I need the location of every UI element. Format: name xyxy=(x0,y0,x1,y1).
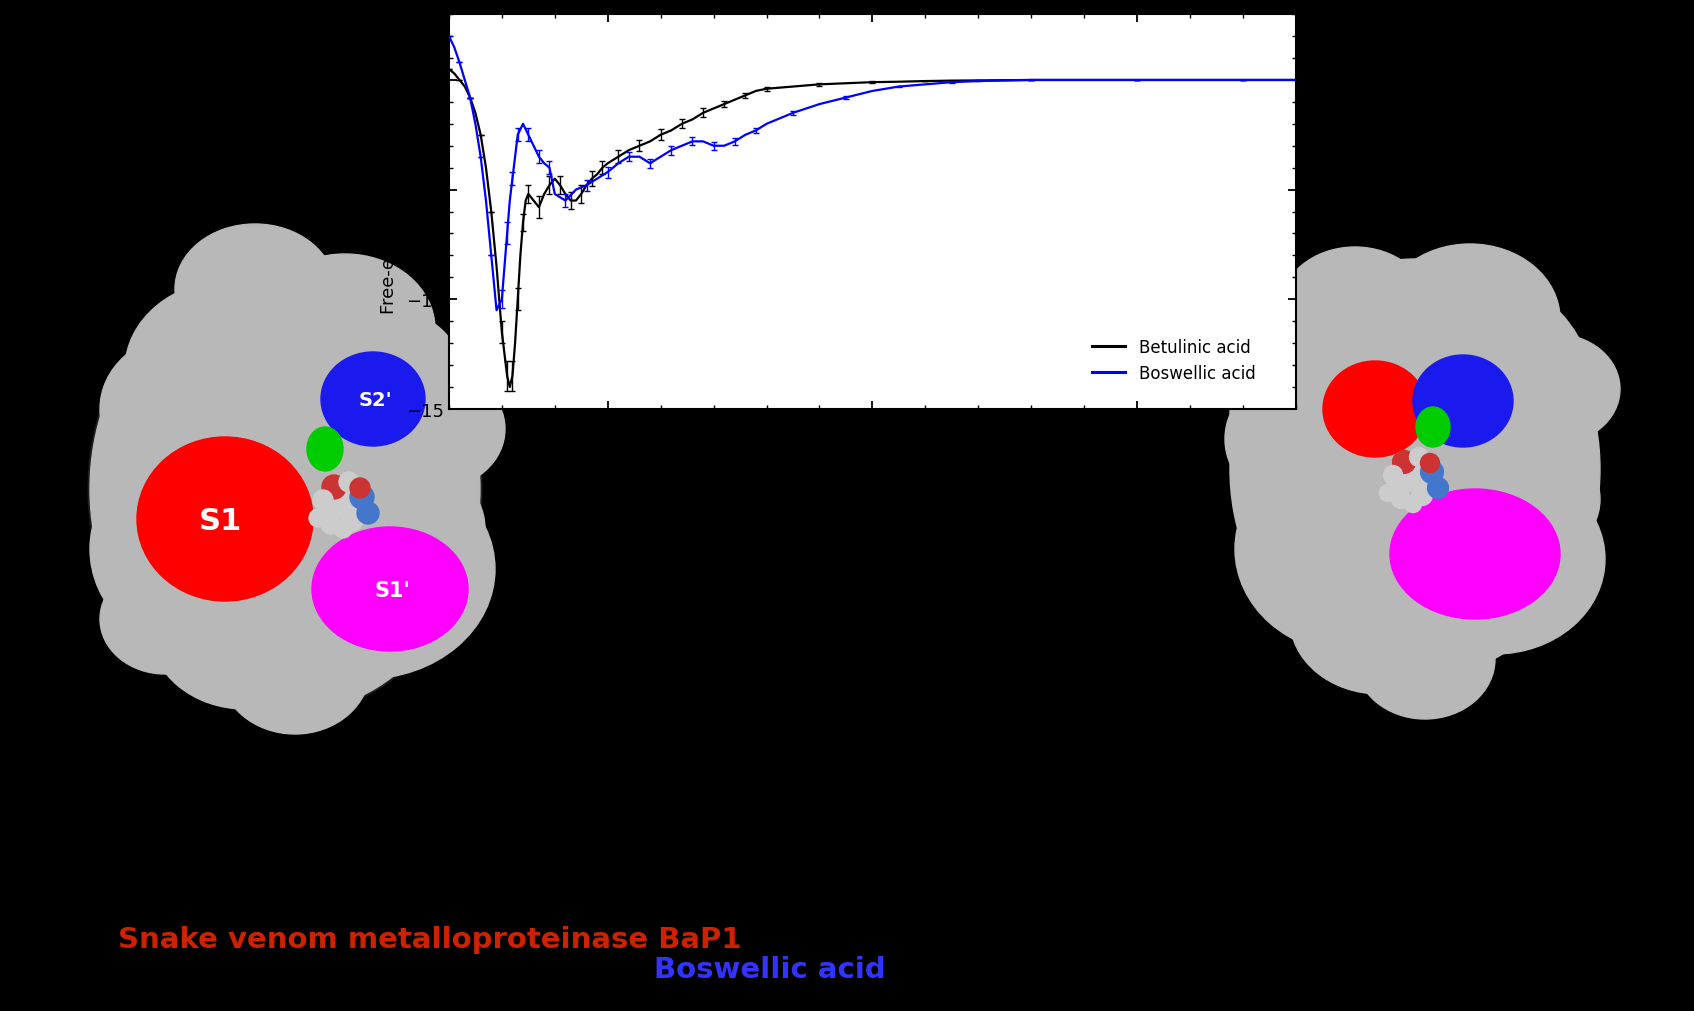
Ellipse shape xyxy=(100,564,230,674)
Circle shape xyxy=(1406,455,1426,476)
Circle shape xyxy=(322,475,346,499)
Circle shape xyxy=(1398,467,1423,492)
Ellipse shape xyxy=(151,549,340,710)
Ellipse shape xyxy=(1416,407,1450,448)
Ellipse shape xyxy=(235,460,495,679)
Ellipse shape xyxy=(174,224,335,355)
Ellipse shape xyxy=(1291,545,1470,695)
Ellipse shape xyxy=(310,309,461,430)
Ellipse shape xyxy=(88,263,483,716)
Ellipse shape xyxy=(325,460,484,600)
Ellipse shape xyxy=(1355,600,1496,719)
Circle shape xyxy=(335,479,357,501)
Circle shape xyxy=(339,472,359,492)
Ellipse shape xyxy=(1413,356,1513,448)
Ellipse shape xyxy=(1381,245,1560,394)
Circle shape xyxy=(308,510,327,528)
Ellipse shape xyxy=(1281,248,1430,372)
Text: S2': S2' xyxy=(357,391,391,410)
Circle shape xyxy=(1392,451,1416,474)
Ellipse shape xyxy=(1491,335,1619,445)
Ellipse shape xyxy=(125,280,346,460)
Ellipse shape xyxy=(151,270,461,549)
Ellipse shape xyxy=(364,370,505,489)
Ellipse shape xyxy=(312,528,468,651)
Text: Snake venom metalloproteinase BaP1: Snake venom metalloproteinase BaP1 xyxy=(119,925,742,953)
Circle shape xyxy=(1421,461,1443,484)
Circle shape xyxy=(1428,478,1448,499)
Circle shape xyxy=(1416,472,1440,495)
Ellipse shape xyxy=(1323,362,1426,458)
Ellipse shape xyxy=(1230,314,1440,504)
Ellipse shape xyxy=(1294,265,1596,535)
Ellipse shape xyxy=(1235,445,1475,654)
Circle shape xyxy=(1384,466,1403,485)
Circle shape xyxy=(351,485,374,510)
Circle shape xyxy=(313,490,334,511)
Circle shape xyxy=(1421,454,1440,473)
Text: S1: S1 xyxy=(198,507,242,536)
Ellipse shape xyxy=(1450,435,1601,564)
Legend: Betulinic acid, Boswellic acid: Betulinic acid, Boswellic acid xyxy=(1086,332,1262,389)
Text: Boswellic acid: Boswellic acid xyxy=(654,955,886,983)
Circle shape xyxy=(1404,496,1421,513)
Circle shape xyxy=(340,510,363,532)
Ellipse shape xyxy=(1225,370,1386,510)
Circle shape xyxy=(1409,448,1428,467)
Ellipse shape xyxy=(1386,464,1604,654)
Ellipse shape xyxy=(256,255,435,404)
Ellipse shape xyxy=(90,445,320,654)
Y-axis label: Free-energy [kcal/mol]: Free-energy [kcal/mol] xyxy=(379,110,398,314)
Ellipse shape xyxy=(220,605,369,734)
Ellipse shape xyxy=(137,438,313,602)
Circle shape xyxy=(357,502,379,525)
Ellipse shape xyxy=(90,265,479,715)
Ellipse shape xyxy=(1230,260,1601,679)
Circle shape xyxy=(327,491,352,518)
Circle shape xyxy=(346,496,369,521)
Circle shape xyxy=(317,504,339,527)
Circle shape xyxy=(1411,485,1433,506)
Ellipse shape xyxy=(320,353,425,447)
X-axis label: Distance Zn²⁺ion [Å]: Distance Zn²⁺ion [Å] xyxy=(781,439,964,459)
Circle shape xyxy=(1379,485,1396,502)
Circle shape xyxy=(351,478,369,498)
Ellipse shape xyxy=(307,428,342,471)
Circle shape xyxy=(1391,490,1411,509)
Ellipse shape xyxy=(100,335,269,484)
Circle shape xyxy=(1387,480,1408,501)
Circle shape xyxy=(334,521,352,539)
Text: S1': S1' xyxy=(374,580,410,601)
Ellipse shape xyxy=(1391,489,1560,620)
Circle shape xyxy=(320,515,340,535)
